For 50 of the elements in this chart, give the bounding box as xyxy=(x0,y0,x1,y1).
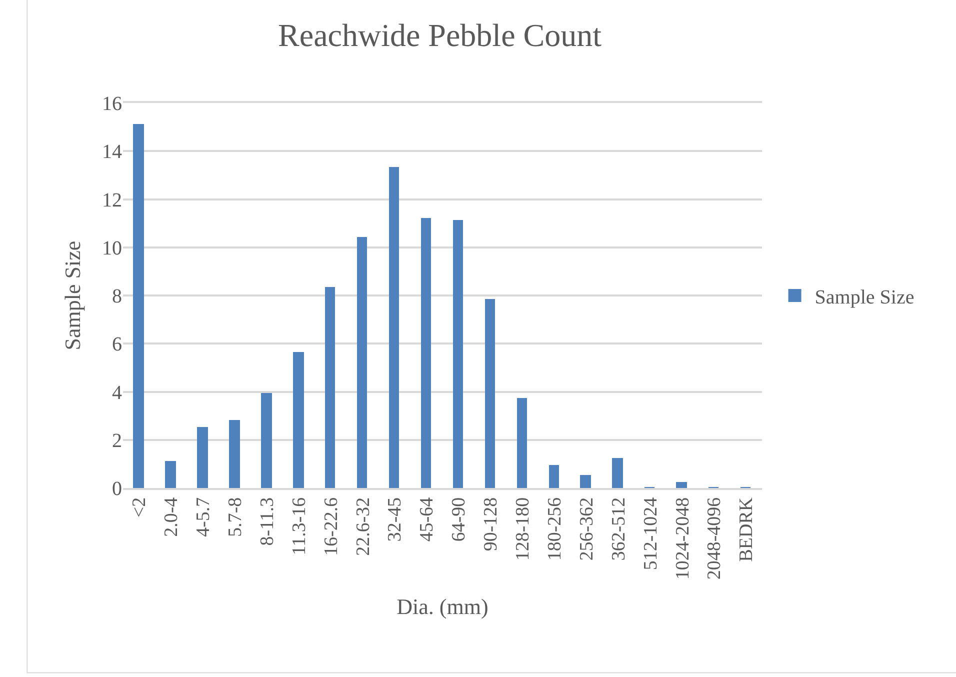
bar xyxy=(325,287,335,488)
x-tick-label: 32-45 xyxy=(384,497,406,542)
bar xyxy=(580,475,591,488)
bar xyxy=(421,218,431,488)
x-tick-label: 16-22.6 xyxy=(320,497,342,556)
y-tick-label: 6 xyxy=(112,334,122,356)
x-tick-label: 362-512 xyxy=(608,497,630,561)
y-tick-label: 16 xyxy=(102,93,122,115)
bar xyxy=(133,124,144,488)
x-tick-label: 2.0-4 xyxy=(161,496,182,537)
bar xyxy=(517,398,527,488)
y-tick-label: 0 xyxy=(112,478,122,500)
x-tick-label: 8-11.3 xyxy=(256,497,278,546)
x-tick-label: 4-5.7 xyxy=(193,497,214,537)
y-axis-title: Sample Size xyxy=(60,240,85,350)
y-tick-label: 14 xyxy=(102,141,122,164)
x-axis-title: Dia. (mm) xyxy=(396,594,488,620)
x-tick-label: <2 xyxy=(129,497,150,518)
x-tick-label: 11.3-16 xyxy=(288,497,310,556)
bar xyxy=(453,220,463,488)
x-tick-label: 1024-2048 xyxy=(672,497,694,580)
bar xyxy=(229,420,240,488)
bar xyxy=(261,393,272,488)
bar xyxy=(165,461,176,488)
x-tick-label: 64-90 xyxy=(448,497,470,542)
x-tick-label: 22.6-32 xyxy=(352,497,374,556)
y-tick-label: 12 xyxy=(102,189,122,212)
bar xyxy=(293,352,304,488)
x-tick-label: 180-256 xyxy=(544,497,566,561)
legend-label: Sample Size xyxy=(814,286,914,308)
chart-title: Reachwide Pebble Count xyxy=(278,17,602,54)
y-tick-label: 2 xyxy=(112,430,122,452)
x-tick-label: 90-128 xyxy=(480,497,502,552)
x-tick-label: 128-180 xyxy=(512,497,534,561)
y-tick-label: 10 xyxy=(102,237,122,260)
x-tick-label: BEDRK xyxy=(736,497,758,562)
y-tick-label: 8 xyxy=(112,286,122,308)
bar xyxy=(485,299,495,488)
bar xyxy=(357,237,367,488)
x-tick-label: 45-64 xyxy=(416,496,438,542)
bar xyxy=(612,458,623,488)
bar xyxy=(197,427,208,488)
x-tick-label: 512-1024 xyxy=(640,496,662,570)
bar xyxy=(389,167,399,488)
x-tick-label: 2048-4096 xyxy=(704,497,726,580)
bar xyxy=(549,465,559,488)
bar xyxy=(676,482,687,488)
y-tick-label: 4 xyxy=(112,382,122,404)
x-tick-label: 5.7-8 xyxy=(224,497,246,537)
x-tick-label: 256-362 xyxy=(576,497,598,561)
